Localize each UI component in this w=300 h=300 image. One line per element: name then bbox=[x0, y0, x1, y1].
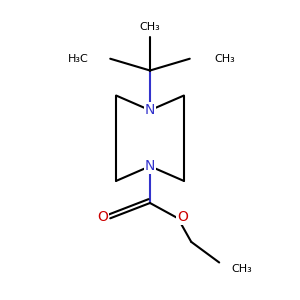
Text: H₃C: H₃C bbox=[68, 54, 88, 64]
Text: N: N bbox=[145, 103, 155, 117]
Text: CH₃: CH₃ bbox=[231, 264, 252, 274]
Text: CH₃: CH₃ bbox=[140, 22, 160, 32]
Text: CH₃: CH₃ bbox=[215, 54, 236, 64]
Text: O: O bbox=[177, 210, 188, 224]
Text: O: O bbox=[98, 210, 108, 224]
Text: N: N bbox=[145, 159, 155, 173]
